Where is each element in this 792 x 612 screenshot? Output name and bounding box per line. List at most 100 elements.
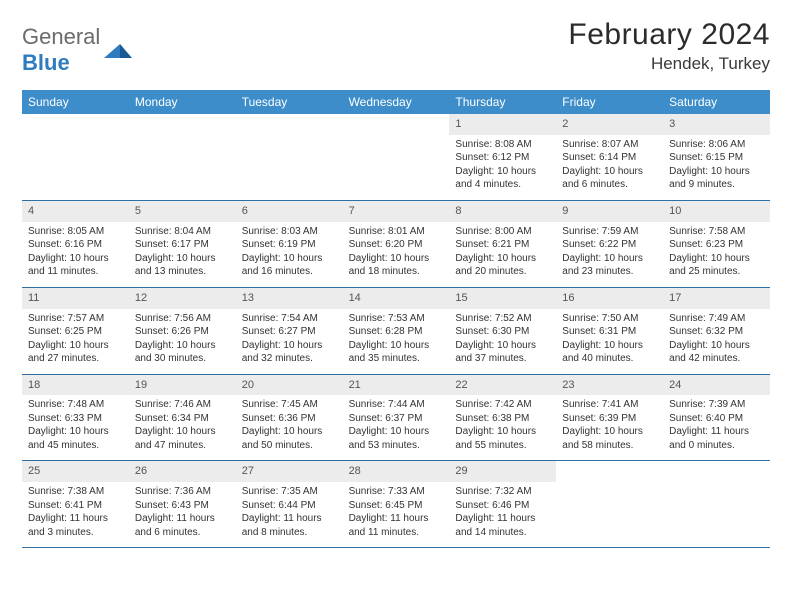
day-body: Sunrise: 7:38 AMSunset: 6:41 PMDaylight:… [22, 482, 129, 547]
daylight1-text: Daylight: 10 hours [28, 252, 123, 266]
daylight2-text: and 16 minutes. [242, 265, 337, 279]
calendar-cell: 9Sunrise: 7:59 AMSunset: 6:22 PMDaylight… [556, 201, 663, 287]
daylight1-text: Daylight: 11 hours [455, 512, 550, 526]
calendar-cell: 7Sunrise: 8:01 AMSunset: 6:20 PMDaylight… [343, 201, 450, 287]
calendar-cell: 8Sunrise: 8:00 AMSunset: 6:21 PMDaylight… [449, 201, 556, 287]
day-number: 4 [22, 201, 129, 222]
day-number: 25 [22, 461, 129, 482]
sunrise-text: Sunrise: 8:03 AM [242, 225, 337, 239]
sunrise-text: Sunrise: 7:53 AM [349, 312, 444, 326]
day-body: Sunrise: 7:59 AMSunset: 6:22 PMDaylight:… [556, 222, 663, 287]
day-header: Friday [556, 90, 663, 114]
calendar-week: 11Sunrise: 7:57 AMSunset: 6:25 PMDayligh… [22, 288, 770, 375]
sunrise-text: Sunrise: 8:07 AM [562, 138, 657, 152]
sunrise-text: Sunrise: 7:59 AM [562, 225, 657, 239]
calendar-cell: 21Sunrise: 7:44 AMSunset: 6:37 PMDayligh… [343, 375, 450, 461]
sunset-text: Sunset: 6:45 PM [349, 499, 444, 513]
day-body: Sunrise: 7:52 AMSunset: 6:30 PMDaylight:… [449, 309, 556, 374]
day-number: 16 [556, 288, 663, 309]
sunrise-text: Sunrise: 7:41 AM [562, 398, 657, 412]
daylight1-text: Daylight: 10 hours [28, 339, 123, 353]
sunset-text: Sunset: 6:40 PM [669, 412, 764, 426]
day-body: Sunrise: 8:05 AMSunset: 6:16 PMDaylight:… [22, 222, 129, 287]
calendar: Sunday Monday Tuesday Wednesday Thursday… [22, 90, 770, 548]
sunset-text: Sunset: 6:15 PM [669, 151, 764, 165]
sunrise-text: Sunrise: 8:00 AM [455, 225, 550, 239]
sunrise-text: Sunrise: 7:46 AM [135, 398, 230, 412]
day-number: 10 [663, 201, 770, 222]
daylight2-text: and 35 minutes. [349, 352, 444, 366]
sunset-text: Sunset: 6:14 PM [562, 151, 657, 165]
sunset-text: Sunset: 6:46 PM [455, 499, 550, 513]
day-number: 13 [236, 288, 343, 309]
sunset-text: Sunset: 6:17 PM [135, 238, 230, 252]
day-body [236, 135, 343, 193]
day-body: Sunrise: 7:58 AMSunset: 6:23 PMDaylight:… [663, 222, 770, 287]
day-header: Thursday [449, 90, 556, 114]
day-body [22, 135, 129, 193]
sunrise-text: Sunrise: 7:48 AM [28, 398, 123, 412]
calendar-cell: 17Sunrise: 7:49 AMSunset: 6:32 PMDayligh… [663, 288, 770, 374]
calendar-cell: 28Sunrise: 7:33 AMSunset: 6:45 PMDayligh… [343, 461, 450, 547]
daylight2-text: and 42 minutes. [669, 352, 764, 366]
day-number: 29 [449, 461, 556, 482]
calendar-cell: 27Sunrise: 7:35 AMSunset: 6:44 PMDayligh… [236, 461, 343, 547]
daylight1-text: Daylight: 11 hours [242, 512, 337, 526]
day-body: Sunrise: 8:07 AMSunset: 6:14 PMDaylight:… [556, 135, 663, 200]
daylight1-text: Daylight: 10 hours [349, 425, 444, 439]
calendar-week: 1Sunrise: 8:08 AMSunset: 6:12 PMDaylight… [22, 114, 770, 201]
day-number: 1 [449, 114, 556, 135]
daylight1-text: Daylight: 10 hours [242, 252, 337, 266]
day-body: Sunrise: 7:54 AMSunset: 6:27 PMDaylight:… [236, 309, 343, 374]
location-subtitle: Hendek, Turkey [568, 54, 770, 74]
calendar-cell: 19Sunrise: 7:46 AMSunset: 6:34 PMDayligh… [129, 375, 236, 461]
calendar-cell: 10Sunrise: 7:58 AMSunset: 6:23 PMDayligh… [663, 201, 770, 287]
day-number: 7 [343, 201, 450, 222]
day-body [343, 135, 450, 193]
header: General Blue February 2024 Hendek, Turke… [22, 18, 770, 76]
day-number: 28 [343, 461, 450, 482]
calendar-cell: 14Sunrise: 7:53 AMSunset: 6:28 PMDayligh… [343, 288, 450, 374]
calendar-cell: 5Sunrise: 8:04 AMSunset: 6:17 PMDaylight… [129, 201, 236, 287]
daylight2-text: and 11 minutes. [349, 526, 444, 540]
daylight2-text: and 9 minutes. [669, 178, 764, 192]
day-body: Sunrise: 7:50 AMSunset: 6:31 PMDaylight:… [556, 309, 663, 374]
day-number: 22 [449, 375, 556, 396]
calendar-cell [343, 114, 450, 200]
daylight1-text: Daylight: 10 hours [135, 425, 230, 439]
day-body: Sunrise: 7:44 AMSunset: 6:37 PMDaylight:… [343, 395, 450, 460]
calendar-week: 25Sunrise: 7:38 AMSunset: 6:41 PMDayligh… [22, 461, 770, 548]
day-number: 15 [449, 288, 556, 309]
day-header: Wednesday [343, 90, 450, 114]
sunset-text: Sunset: 6:30 PM [455, 325, 550, 339]
daylight2-text: and 3 minutes. [28, 526, 123, 540]
sunrise-text: Sunrise: 7:49 AM [669, 312, 764, 326]
daylight2-text: and 53 minutes. [349, 439, 444, 453]
daylight1-text: Daylight: 11 hours [135, 512, 230, 526]
day-body [556, 482, 663, 540]
day-number: 2 [556, 114, 663, 135]
daylight1-text: Daylight: 10 hours [242, 425, 337, 439]
daylight1-text: Daylight: 10 hours [455, 425, 550, 439]
calendar-cell [556, 461, 663, 547]
day-body: Sunrise: 8:03 AMSunset: 6:19 PMDaylight:… [236, 222, 343, 287]
daylight2-text: and 40 minutes. [562, 352, 657, 366]
sunset-text: Sunset: 6:20 PM [349, 238, 444, 252]
calendar-cell: 25Sunrise: 7:38 AMSunset: 6:41 PMDayligh… [22, 461, 129, 547]
calendar-cell: 24Sunrise: 7:39 AMSunset: 6:40 PMDayligh… [663, 375, 770, 461]
daylight2-text: and 13 minutes. [135, 265, 230, 279]
daylight2-text: and 30 minutes. [135, 352, 230, 366]
sunset-text: Sunset: 6:41 PM [28, 499, 123, 513]
daylight1-text: Daylight: 10 hours [669, 252, 764, 266]
day-header-row: Sunday Monday Tuesday Wednesday Thursday… [22, 90, 770, 114]
sunrise-text: Sunrise: 7:52 AM [455, 312, 550, 326]
sunset-text: Sunset: 6:26 PM [135, 325, 230, 339]
day-number: 12 [129, 288, 236, 309]
calendar-cell: 6Sunrise: 8:03 AMSunset: 6:19 PMDaylight… [236, 201, 343, 287]
sunset-text: Sunset: 6:43 PM [135, 499, 230, 513]
calendar-cell: 12Sunrise: 7:56 AMSunset: 6:26 PMDayligh… [129, 288, 236, 374]
day-body: Sunrise: 7:32 AMSunset: 6:46 PMDaylight:… [449, 482, 556, 547]
day-body: Sunrise: 7:56 AMSunset: 6:26 PMDaylight:… [129, 309, 236, 374]
daylight1-text: Daylight: 11 hours [349, 512, 444, 526]
daylight1-text: Daylight: 10 hours [562, 425, 657, 439]
